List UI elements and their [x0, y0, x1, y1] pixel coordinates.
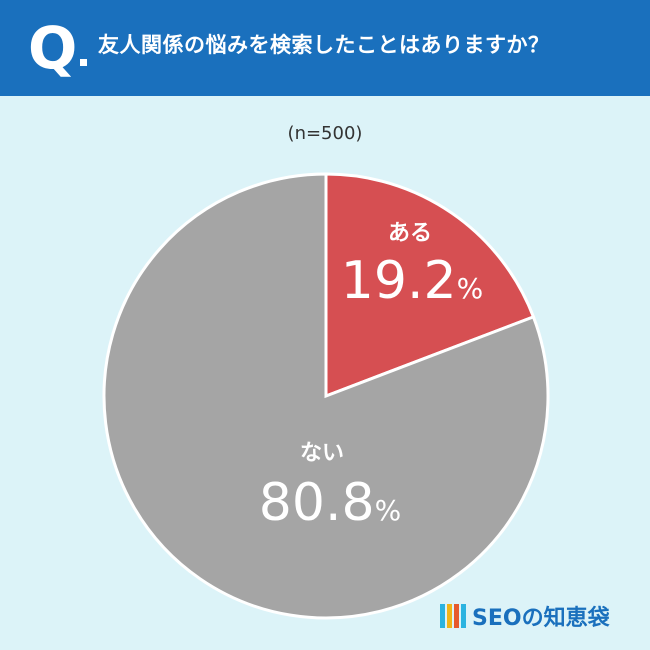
brand: SEOの知恵袋: [440, 600, 610, 632]
q-mark: Q: [28, 14, 78, 82]
question-header: Q 友人関係の悩みを検索したことはありますか？: [0, 0, 650, 96]
q-dot: [80, 59, 87, 66]
brand-logo-bar: [440, 604, 445, 628]
slice-label: ない: [300, 441, 344, 466]
brand-name: SEOの知恵袋: [472, 606, 610, 631]
brand-logo-bar: [461, 604, 466, 628]
slice-value: 19.2%: [341, 251, 483, 311]
brand-logo-bar: [454, 604, 459, 628]
slice-value: 80.8%: [259, 473, 401, 533]
brand-logo-bar: [447, 604, 452, 628]
pie-slice: [102, 172, 550, 620]
slice-label: ある: [388, 221, 432, 246]
sample-size: (n=500): [287, 123, 363, 144]
brand-logo-icon: [440, 604, 466, 628]
question-text: 友人関係の悩みを検索したことはありますか？: [98, 33, 550, 57]
pie-slice: [324, 172, 536, 399]
